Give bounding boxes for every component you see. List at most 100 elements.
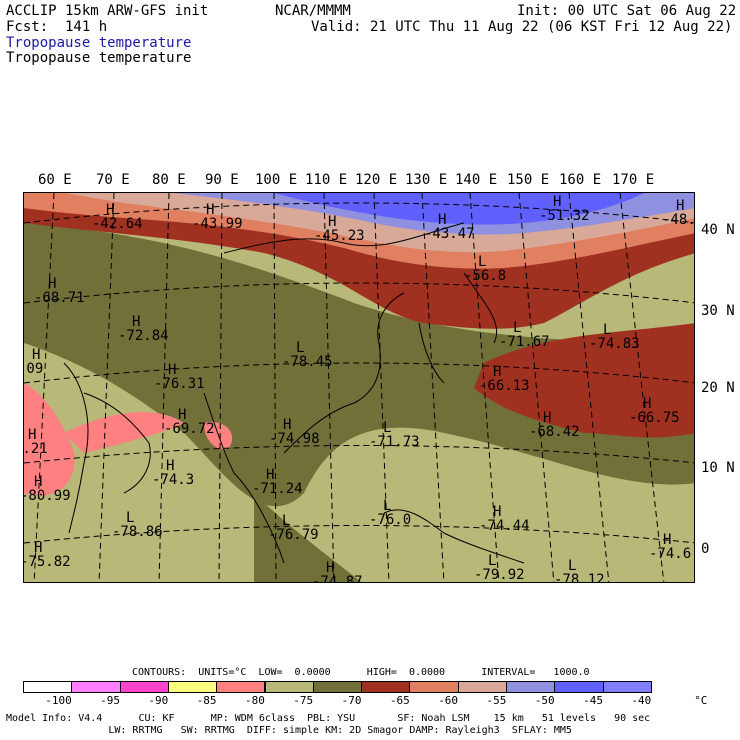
forecast-hour: Fcst: 141 h bbox=[6, 19, 108, 35]
extremum-value: -71.67 bbox=[499, 334, 550, 350]
longitude-label: 140 E bbox=[455, 172, 498, 188]
extremum-letter: H bbox=[493, 504, 502, 520]
extremum-label: H -80.99 bbox=[23, 474, 71, 504]
extremum-value: -72.84 bbox=[118, 328, 169, 344]
extremum-letter: H bbox=[266, 467, 275, 483]
longitude-label: 150 E bbox=[507, 172, 550, 188]
field-salmon-west bbox=[24, 383, 75, 496]
legend-color-box bbox=[71, 681, 121, 693]
legend-tick-label: °C bbox=[694, 694, 708, 707]
extremum-letter: H bbox=[106, 202, 115, 218]
extremum-letter: H bbox=[663, 532, 672, 548]
extremum-label: H -75.82 bbox=[23, 541, 71, 570]
extremum-letter: H bbox=[553, 194, 562, 210]
field-salmon-bay bbox=[204, 422, 233, 450]
extremum-label: H.09 bbox=[24, 348, 43, 376]
extremum-value: -71.24 bbox=[252, 481, 303, 497]
extremum-label: L -71.73 bbox=[369, 421, 420, 449]
map-svg bbox=[24, 193, 694, 582]
field-blue-band bbox=[274, 193, 644, 225]
extremum-letter: H bbox=[326, 560, 335, 576]
extremum-label: H7.21 bbox=[23, 428, 48, 457]
extremum-label: L -78.86 bbox=[112, 511, 163, 539]
field-dark-olive bbox=[24, 223, 694, 507]
longitude-label: 160 E bbox=[559, 172, 602, 188]
extremum-value: -74.87 bbox=[312, 574, 363, 583]
extremum-letter: L bbox=[568, 558, 577, 574]
extremum-value: -45.23 bbox=[314, 228, 365, 244]
extremum-label: H -74.44 bbox=[479, 505, 530, 533]
extremum-value: -43.99 bbox=[192, 216, 243, 232]
extremum-value: -75.82 bbox=[23, 554, 71, 570]
legend-tick-label: -95 bbox=[100, 694, 120, 707]
extremum-value: -76.31 bbox=[154, 376, 205, 392]
extremum-value: -56.8 bbox=[464, 268, 507, 284]
legend-tick-label: -65 bbox=[389, 694, 410, 707]
extremum-label: H -68.71 bbox=[34, 277, 85, 305]
extremum-value: -78.45 bbox=[282, 354, 333, 370]
extremum-label: L -76.0 bbox=[369, 499, 411, 527]
extremum-letter: H bbox=[178, 407, 187, 423]
extremum-value: -71.73 bbox=[369, 434, 420, 450]
field-title-shaded: Tropopause temperature bbox=[6, 35, 192, 51]
longitude-label: 100 E bbox=[255, 172, 298, 188]
extremum-label: L -71.67 bbox=[499, 321, 550, 349]
legend-color-box bbox=[167, 681, 218, 693]
longitude-label: 80 E bbox=[152, 172, 186, 188]
legend-tick-label: -90 bbox=[148, 694, 169, 707]
extremum-letter: L bbox=[296, 340, 305, 356]
extremum-letter: L bbox=[603, 322, 612, 338]
extremum-value: -80.99 bbox=[23, 488, 71, 504]
extremum-letter: H bbox=[328, 214, 337, 230]
model-info-line2: LW: RRTMG SW: RRTMG DIFF: simple KM: 2D … bbox=[6, 725, 572, 736]
extremum-label: L -79.92 bbox=[474, 554, 525, 582]
longitude-label: 170 E bbox=[612, 172, 655, 188]
field-red-east bbox=[474, 323, 694, 438]
extremum-label: H -72.84 bbox=[118, 315, 169, 343]
extremum-value: -79.92 bbox=[474, 567, 525, 583]
extremum-letter: H bbox=[493, 364, 502, 380]
extremum-value: -74.3 bbox=[152, 472, 195, 488]
extremum-label: H -74.6 bbox=[649, 533, 691, 561]
legend-color-box bbox=[264, 681, 314, 693]
contours-info: CONTOURS: UNITS=°C LOW= 0.0000 HIGH= 0.0… bbox=[132, 667, 590, 678]
legend-color-box bbox=[457, 681, 507, 693]
legend-color-box bbox=[602, 681, 652, 693]
legend-tick-label: -85 bbox=[196, 694, 217, 707]
legend-tick-label: -70 bbox=[341, 694, 362, 707]
legend-tick-label: -50 bbox=[534, 694, 555, 707]
extremum-value: 7.21 bbox=[23, 441, 48, 457]
extremum-label: H -43.99 bbox=[192, 203, 243, 231]
extremum-label: H -76.31 bbox=[154, 363, 205, 391]
org-label: NCAR/MMMM bbox=[275, 3, 351, 19]
extremum-value: -69.72 bbox=[164, 421, 215, 437]
field-title-contour: Tropopause temperature bbox=[6, 50, 192, 66]
extremum-letter: H bbox=[206, 202, 215, 218]
valid-time: Valid: 21 UTC Thu 11 Aug 22 (06 KST Fri … bbox=[311, 19, 733, 35]
legend-color-box bbox=[554, 681, 604, 693]
extremum-label: L -76.79 bbox=[268, 514, 319, 542]
legend-color-box bbox=[23, 681, 73, 693]
extremum-letter: L bbox=[383, 498, 392, 514]
legend-tick-label: -100 bbox=[45, 694, 72, 707]
extremum-label: L -74.83 bbox=[589, 323, 640, 351]
extremum-letter: H bbox=[34, 474, 43, 490]
extremum-label: H -68.42 bbox=[529, 411, 580, 439]
extremum-letter: H bbox=[166, 458, 175, 474]
map-panel: H -42.64 H -43.99 H -45.23 H -43.47 H -51.32 H -48.… bbox=[23, 192, 695, 583]
legend-color-box bbox=[409, 681, 459, 693]
extremum-value: -68.71 bbox=[34, 290, 85, 306]
field-dark-south bbox=[254, 493, 362, 582]
extremum-value: -74.44 bbox=[479, 518, 530, 534]
extremum-letter: H bbox=[132, 314, 141, 330]
extremum-letter: L bbox=[513, 320, 522, 336]
legend-color-box bbox=[119, 681, 169, 693]
init-time: Init: 00 UTC Sat 06 Aug 22 bbox=[517, 3, 737, 19]
extremum-value: -76.79 bbox=[268, 527, 319, 543]
extremum-label: L -56.8 bbox=[464, 255, 506, 283]
legend-tick-label: -60 bbox=[438, 694, 459, 707]
model-title: ACCLIP 15km ARW-GFS init bbox=[6, 3, 209, 19]
longitude-label: 60 E bbox=[38, 172, 72, 188]
extremum-value: -76.0 bbox=[369, 512, 412, 528]
extremum-letter: H bbox=[48, 276, 57, 292]
